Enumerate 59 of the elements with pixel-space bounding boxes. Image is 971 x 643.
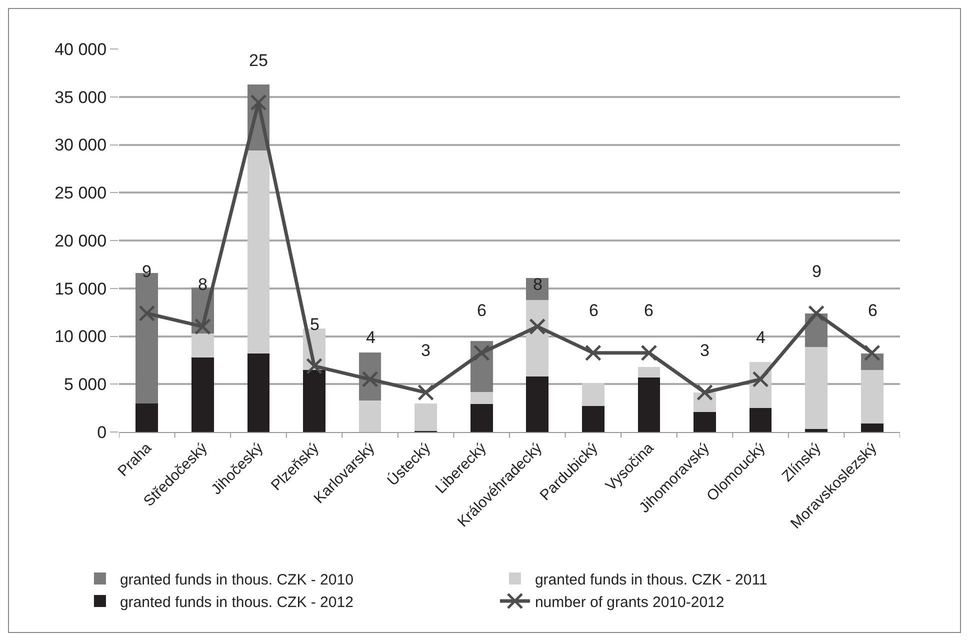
bar	[582, 406, 604, 432]
bar	[860, 423, 884, 432]
y-tick-label: 25 000	[54, 184, 107, 203]
bar	[860, 370, 884, 424]
point	[640, 344, 658, 362]
y-tick-label: 35 000	[54, 88, 107, 107]
point	[194, 318, 211, 335]
bar	[805, 429, 828, 432]
bar	[638, 377, 660, 432]
y-tick-label: 5 000	[64, 375, 107, 394]
bar	[694, 412, 716, 432]
data-label: 6	[868, 301, 878, 320]
data-label: 4	[366, 328, 376, 347]
point	[138, 305, 156, 322]
data-label: 6	[589, 301, 598, 320]
point	[864, 344, 880, 362]
point	[529, 318, 546, 335]
bar	[247, 353, 270, 432]
legend-label: granted funds in thous. CZK - 2010	[120, 571, 354, 588]
point	[473, 344, 490, 362]
bar	[192, 333, 214, 358]
y-tick-label: 20 000	[54, 231, 107, 250]
bar	[247, 150, 270, 354]
y-tick-label: 40 000	[54, 40, 107, 59]
data-label: 8	[533, 275, 542, 294]
bar	[749, 408, 772, 432]
data-label: 25	[249, 51, 268, 70]
bar	[526, 376, 549, 432]
data-label: 6	[477, 301, 486, 320]
data-label: 3	[700, 341, 710, 360]
legend-label: granted funds in thous. CZK - 2012	[120, 594, 354, 611]
y-tick-label: 0	[97, 422, 107, 442]
bar	[805, 346, 828, 430]
bar	[582, 383, 604, 406]
bar	[358, 400, 382, 432]
point	[584, 344, 602, 362]
bar	[526, 300, 549, 376]
point	[696, 384, 713, 401]
point	[808, 305, 825, 322]
bar	[638, 366, 660, 378]
data-label: 4	[756, 328, 766, 347]
bar	[192, 357, 214, 432]
y-tick-label: 15 000	[54, 279, 107, 298]
data-label: 9	[812, 262, 822, 281]
bar	[303, 370, 326, 432]
bar	[470, 392, 493, 404]
bar	[414, 403, 437, 432]
bar	[470, 404, 493, 432]
y-tick-label: 10 000	[54, 327, 107, 346]
bar	[136, 403, 158, 432]
data-label: 3	[421, 341, 430, 360]
data-label: 5	[310, 315, 320, 334]
data-label: 6	[644, 301, 654, 320]
legend-label: number of grants 2010-2012	[534, 594, 724, 611]
point	[250, 94, 267, 111]
point	[306, 358, 322, 374]
point	[418, 384, 434, 401]
y-tick-label: 30 000	[54, 136, 107, 155]
legend-label: granted funds in thous. CZK - 2011	[534, 571, 768, 588]
